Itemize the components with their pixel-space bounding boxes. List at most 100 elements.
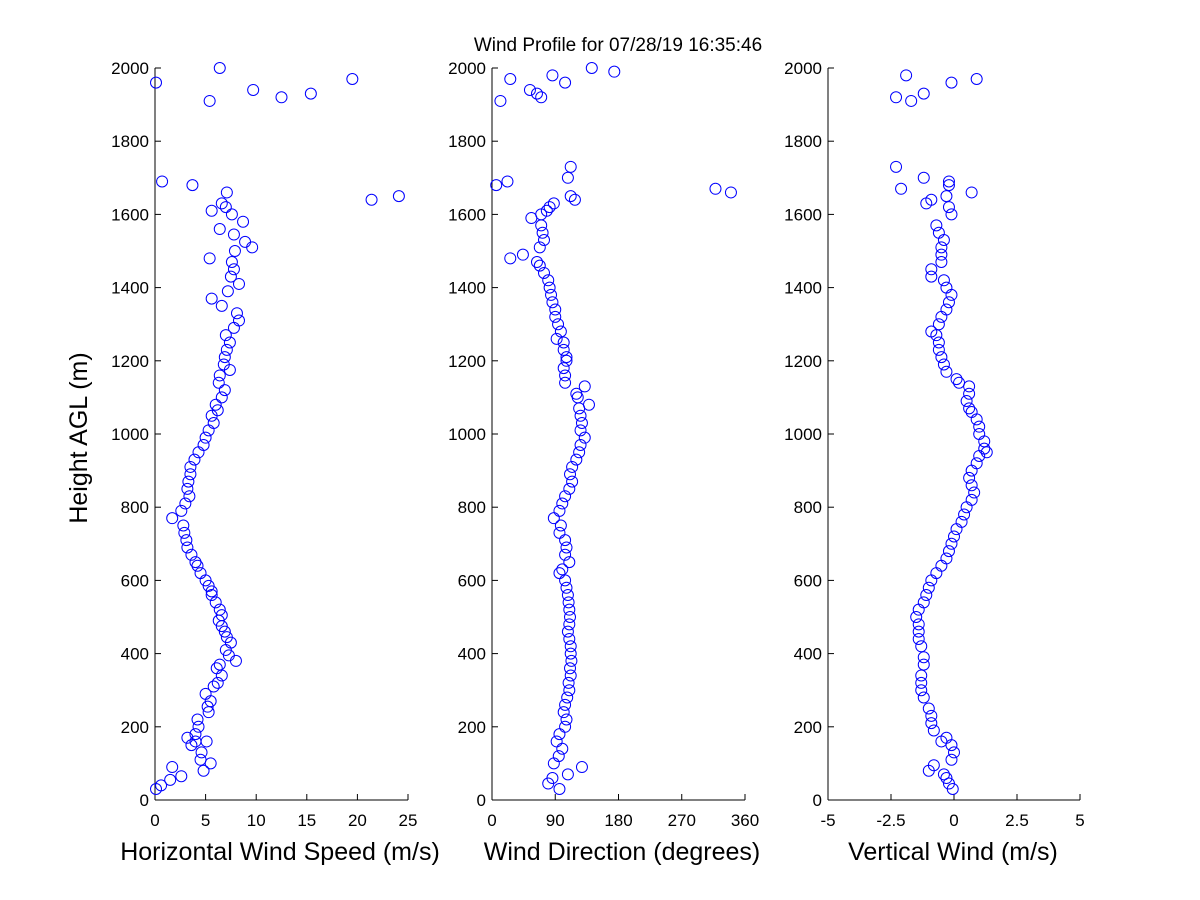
speed-data-point: [181, 482, 194, 495]
speed-data-point: [222, 649, 235, 662]
speed-data-point: [220, 186, 233, 199]
speed-data-point: [392, 190, 405, 203]
direction-data-point: [564, 662, 577, 675]
direction-data-point: [545, 288, 558, 301]
speed-data-point: [185, 739, 198, 752]
vertical-data-point: [927, 759, 940, 772]
direction-data-point: [547, 197, 560, 210]
direction-data-point: [556, 563, 569, 576]
direction-data-point: [533, 241, 546, 254]
direction-data-point: [540, 204, 553, 217]
speed-data-point: [205, 292, 218, 305]
speed-data-point: [230, 307, 243, 320]
vertical-data-point: [945, 753, 958, 766]
vertical-data-point: [937, 274, 950, 287]
speed-data-point: [184, 460, 197, 473]
speed-data-point: [166, 761, 179, 774]
direction-data-point: [535, 91, 548, 104]
speed-data-point: [365, 193, 378, 206]
speed-data-point: [200, 735, 213, 748]
speed-data-point: [184, 468, 197, 481]
speed-data-point: [188, 453, 201, 466]
speed-data-point: [227, 228, 240, 241]
direction-data-point: [559, 720, 572, 733]
direction-x-tick-label: 270: [668, 811, 696, 830]
speed-y-tick-label: 1600: [111, 205, 149, 224]
direction-data-point: [570, 387, 583, 400]
direction-data-point: [546, 69, 559, 82]
direction-data-point: [564, 640, 577, 653]
speed-data-point: [211, 404, 224, 417]
speed-data-point: [181, 731, 194, 744]
speed-x-tick-label: 5: [201, 811, 210, 830]
direction-data-point: [585, 62, 598, 74]
speed-y-tick-label: 800: [121, 498, 149, 517]
vertical-data-point: [948, 530, 960, 543]
speed-data-point: [229, 654, 242, 667]
vertical-data-point: [942, 179, 955, 192]
vertical-y-tick-label: 800: [794, 498, 822, 517]
speed-data-point: [177, 519, 190, 532]
vertical-data-point: [945, 739, 958, 752]
direction-data-point: [501, 175, 514, 188]
direction-data-point: [562, 596, 575, 609]
vertical-data-point: [940, 552, 953, 565]
speed-data-point: [304, 87, 317, 100]
vertical-y-tick-label: 1200: [784, 352, 822, 371]
direction-data-point: [559, 574, 572, 587]
speed-data-point: [232, 277, 245, 290]
direction-data-point: [559, 534, 572, 547]
direction-data-point: [533, 259, 546, 272]
direction-y-tick-label: 600: [458, 571, 486, 590]
speed-data-point: [199, 687, 212, 700]
vertical-data-point: [910, 611, 923, 623]
vertical-y-tick-label: 1000: [784, 425, 822, 444]
direction-data-point: [535, 219, 548, 232]
direction-data-point: [574, 438, 587, 451]
speed-data-point: [346, 72, 359, 85]
direction-data-point: [560, 581, 573, 594]
speed-data-point: [223, 336, 236, 349]
vertical-data-point: [925, 574, 938, 587]
speed-panel: Horizontal Wind Speed (m/s) Height AGL (…: [65, 59, 440, 866]
vertical-data-point: [973, 428, 986, 440]
direction-data-point: [563, 684, 576, 697]
direction-data-point: [564, 647, 577, 660]
direction-data-point: [724, 186, 737, 199]
vertical-x-tick-label: -2.5: [876, 811, 905, 830]
vertical-data-point: [915, 640, 928, 653]
vertical-data-point: [953, 376, 966, 389]
vertical-data-point: [942, 201, 955, 214]
direction-data-point: [560, 713, 573, 726]
vertical-data-point: [978, 442, 991, 455]
speed-data-point: [175, 504, 188, 517]
direction-data-point: [536, 226, 549, 239]
direction-data-point: [564, 160, 577, 173]
direction-x-tick-label: 0: [487, 811, 496, 830]
direction-data-point: [557, 336, 570, 349]
direction-data-point: [574, 424, 587, 437]
direction-data-point: [568, 193, 581, 206]
direction-data-point: [562, 676, 575, 689]
direction-data-point: [557, 706, 570, 719]
speed-data-point: [202, 424, 215, 437]
direction-data-point: [543, 201, 556, 214]
vertical-data-point: [968, 486, 981, 499]
speed-data-point: [191, 713, 204, 726]
vertical-data-point: [895, 182, 908, 195]
speed-data-point: [224, 270, 237, 283]
speed-data-point: [185, 548, 198, 561]
vertical-data-point: [942, 175, 955, 188]
direction-data-point: [554, 519, 567, 532]
speed-data-point: [227, 321, 240, 334]
speed-data-point: [199, 431, 212, 444]
vertical-data-point: [935, 559, 948, 572]
direction-panel: Wind Direction (degrees) 0 200 400 600 800 10…: [448, 59, 760, 866]
vertical-data-point: [970, 413, 983, 426]
vertical-data-point: [932, 226, 945, 239]
speed-data-point: [181, 541, 194, 554]
speed-data-point: [189, 728, 202, 741]
vertical-data-point: [980, 446, 993, 459]
speed-data-point: [201, 700, 214, 713]
vertical-x-tick-label: 5: [1075, 811, 1084, 830]
